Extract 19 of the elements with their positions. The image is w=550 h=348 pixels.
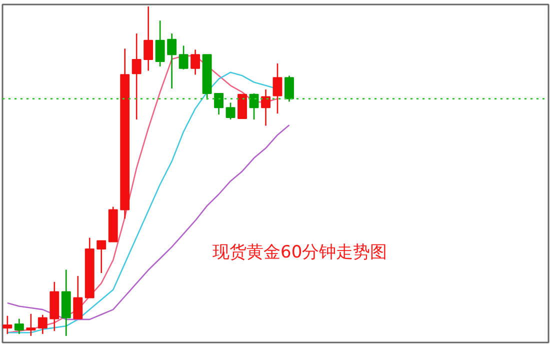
candlestick	[26, 313, 36, 337]
candlestick	[132, 32, 142, 120]
candlestick	[178, 45, 188, 70]
candlestick	[272, 62, 282, 114]
annotation: 现货黄金60分钟走势图	[212, 242, 388, 262]
candlestick	[2, 315, 12, 335]
candlestick	[144, 6, 154, 72]
candlestick	[226, 102, 236, 120]
candlestick	[190, 48, 200, 76]
candlestick	[261, 88, 270, 126]
candlestick	[284, 75, 294, 102]
candlestick	[155, 20, 165, 68]
candlestick	[167, 32, 177, 90]
candlestick	[38, 314, 48, 335]
candlestick	[73, 275, 83, 320]
candlestick	[214, 92, 224, 116]
candlestick	[96, 240, 106, 274]
candlestick	[14, 318, 24, 335]
candlestick	[249, 92, 259, 120]
